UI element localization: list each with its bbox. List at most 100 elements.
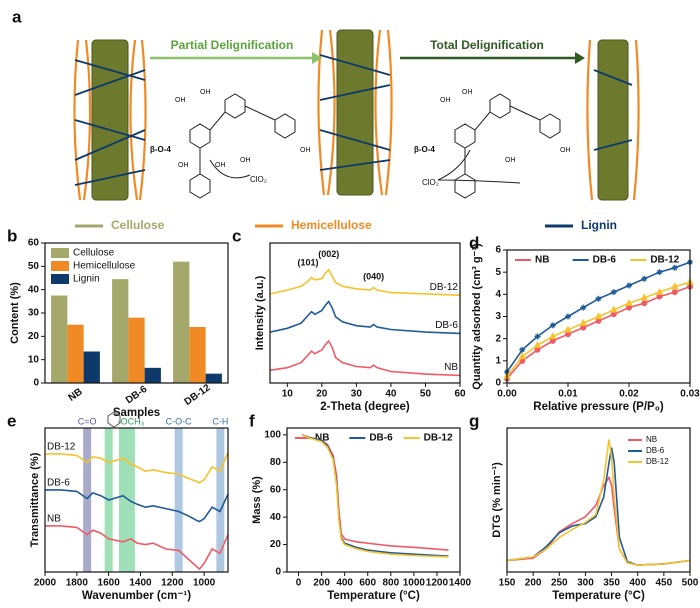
x-tick-label: 20 <box>316 389 328 400</box>
marker <box>641 275 648 282</box>
panel-label: c <box>232 226 241 245</box>
marker <box>518 352 527 360</box>
group-label: OH <box>440 97 451 104</box>
marker <box>609 305 618 313</box>
legend-label: Cellulose <box>111 218 165 232</box>
x-tick-label: 150 <box>499 578 516 589</box>
x-tick-label: 1000 <box>403 578 426 589</box>
group-labels: OH OH OH OH OH OH OH OH OH OH <box>175 89 571 169</box>
x-axis-title: Relative pressure (P/P₀) <box>533 401 664 413</box>
y-tick-label: 40 <box>270 512 282 523</box>
series-label: DB-12 <box>430 282 459 293</box>
panel-label: f <box>249 411 255 430</box>
band-label: C-H <box>212 416 228 426</box>
marker <box>626 282 632 289</box>
bar <box>67 324 84 383</box>
marker <box>640 293 649 301</box>
x-tick-label: 350 <box>603 578 620 589</box>
marker <box>655 287 664 295</box>
fiber-bundles <box>73 29 640 201</box>
x-tick-label: 0.01 <box>558 389 578 400</box>
marker <box>625 298 633 306</box>
bond-label: β-O-4 <box>150 145 171 154</box>
oxidant-label: ClO₂ <box>250 175 267 184</box>
legend-label: Lignin <box>73 274 100 285</box>
marker <box>579 318 588 326</box>
y-axis-title: Intensity (a.u.) <box>254 275 266 350</box>
x-tick-label: 400 <box>336 578 353 589</box>
legend-swatch <box>51 248 69 258</box>
legend-label: NB <box>535 255 549 266</box>
y-axis-title: Mass (%) <box>251 476 263 524</box>
x-tick-label: 10 <box>282 389 294 400</box>
series-line <box>45 452 229 484</box>
legend-label: DB-12 <box>650 255 679 266</box>
series-line <box>45 489 229 523</box>
y-tick-label: 4 <box>495 289 501 300</box>
x-tick-label: DB-6 <box>124 384 150 407</box>
series-line <box>45 525 229 571</box>
series-label: DB-12 <box>47 442 76 453</box>
group-label: OH <box>215 162 226 169</box>
band-label: C=O <box>78 416 97 426</box>
marker <box>641 300 648 307</box>
y-tick-label: 6 <box>495 245 501 256</box>
series-line <box>269 339 461 377</box>
series-line <box>301 434 449 557</box>
group-label: OH <box>200 89 211 96</box>
legend-label: NB <box>646 435 657 444</box>
x-tick-label: 0.02 <box>619 389 639 400</box>
legend-label: DB-12 <box>646 457 669 466</box>
band <box>174 428 183 572</box>
y-tick-label: 50 <box>28 261 40 272</box>
x-tick-label: 1600 <box>98 578 121 589</box>
x-tick-label: 600 <box>359 578 376 589</box>
group-label: OH <box>505 157 516 164</box>
y-tick-label: 60 <box>270 484 282 495</box>
y-tick-label: 20 <box>270 539 282 550</box>
marker <box>534 333 541 340</box>
annotation: (101) <box>297 258 318 268</box>
marker <box>670 282 679 290</box>
legend-label: DB-6 <box>646 446 665 455</box>
x-tick-label: 400 <box>629 578 646 589</box>
legend-label: DB-6 <box>593 255 617 266</box>
group-label: OH <box>178 162 189 169</box>
legend-label: NB <box>315 433 329 444</box>
plot-frame <box>286 427 461 573</box>
molecule <box>189 93 561 199</box>
x-tick-label: 300 <box>577 578 594 589</box>
series-line <box>506 439 691 566</box>
band-label: C-O-C <box>166 416 192 426</box>
annotation: (002) <box>318 249 339 259</box>
chart: g 150 200 250 300 350 400 450 500 Temperature (°C… <box>469 411 699 602</box>
x-tick-label: 200 <box>525 578 542 589</box>
chart: c 10 20 30 40 50 60 2-Theta (degree) Intensity (… <box>232 226 466 413</box>
panel-label: e <box>7 411 16 430</box>
legend-label: DB-6 <box>369 433 393 444</box>
marker <box>580 304 587 311</box>
chart: b 0 10 20 30 40 50 60 Samples Content (%) NB DB-6 DB… <box>7 226 229 419</box>
y-tick-label: 2 <box>495 333 501 344</box>
y-tick-label: 0 <box>275 567 281 578</box>
series-line <box>269 268 461 296</box>
x-tick-label: 1400 <box>129 578 152 589</box>
series-label: NB <box>47 514 61 525</box>
marker <box>565 313 571 320</box>
arrow-label: Total Delignification <box>430 38 544 52</box>
legend-swatch <box>51 261 69 271</box>
oxidant-label: ClO₂ <box>422 178 439 187</box>
x-tick-label: 1200 <box>426 578 449 589</box>
legend-label: DB-12 <box>424 433 453 444</box>
series-line <box>301 434 449 551</box>
bond-label: β-O-4 <box>414 145 435 154</box>
marker <box>595 295 602 302</box>
legend-label: Lignin <box>581 218 617 232</box>
y-tick-label: 60 <box>28 238 40 249</box>
x-tick-label: 250 <box>551 578 568 589</box>
x-tick-label: 500 <box>682 578 699 589</box>
panel-label: a <box>12 7 22 26</box>
x-axis-title: 2-Theta (degree) <box>320 401 410 413</box>
y-tick-label: 20 <box>28 331 40 342</box>
